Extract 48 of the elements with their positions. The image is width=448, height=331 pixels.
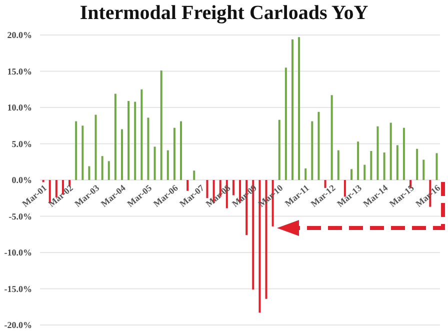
- bar: [82, 126, 84, 180]
- bar: [364, 164, 366, 180]
- y-tick-label: 5.0%: [12, 138, 32, 149]
- chart-title: Intermodal Freight Carloads YoY: [78, 2, 370, 25]
- bar: [166, 150, 169, 180]
- y-tick-label: -10.0%: [4, 248, 32, 258]
- bar: [291, 39, 294, 180]
- y-tick-label: 20.0%: [7, 30, 32, 40]
- bar: [350, 169, 352, 180]
- bar: [147, 118, 150, 180]
- y-tick-label: 0.0%: [12, 175, 32, 186]
- bar: [370, 151, 372, 180]
- bar: [396, 145, 398, 180]
- bar: [173, 128, 176, 180]
- bar: [383, 152, 386, 180]
- bar: [337, 150, 340, 180]
- bar: [140, 89, 143, 180]
- bar: [101, 156, 104, 180]
- bar: [422, 160, 425, 180]
- bar: [311, 121, 314, 180]
- bar: [318, 112, 320, 180]
- bar: [304, 168, 307, 180]
- bar: [402, 128, 405, 180]
- y-tick-label: 10.0%: [7, 102, 32, 113]
- bar: [120, 129, 123, 180]
- bar: [298, 37, 300, 180]
- bar: [330, 95, 333, 180]
- bar: [94, 114, 97, 180]
- y-tick-label: 15.0%: [7, 66, 32, 76]
- bar: [114, 94, 116, 180]
- bar: [88, 166, 90, 180]
- bar: [390, 122, 392, 180]
- bar: [357, 142, 360, 180]
- bar: [416, 148, 418, 180]
- y-tick-label: -5.0%: [8, 211, 32, 222]
- bar: [376, 126, 379, 180]
- bar: [193, 170, 196, 180]
- bar: [278, 120, 280, 180]
- y-tick-label: -15.0%: [4, 284, 32, 294]
- y-tick-label: -20.0%: [4, 320, 32, 330]
- bar: [134, 102, 136, 180]
- bar: [154, 146, 156, 180]
- bar: [284, 68, 287, 180]
- bar: [75, 121, 78, 180]
- bar: [108, 161, 110, 180]
- bar: [180, 121, 182, 180]
- bar: [160, 70, 162, 180]
- bar: [436, 153, 438, 180]
